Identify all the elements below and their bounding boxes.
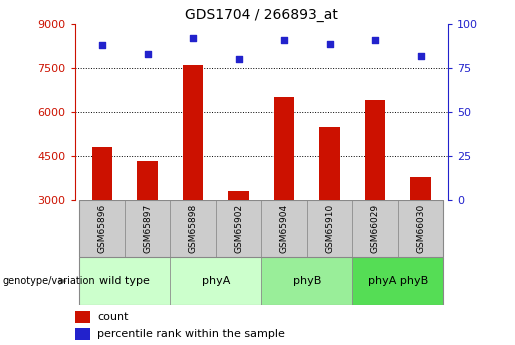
- Text: GSM65902: GSM65902: [234, 204, 243, 253]
- Bar: [75, 328, 90, 340]
- Title: GDS1704 / 266893_at: GDS1704 / 266893_at: [185, 8, 338, 22]
- Text: GSM65896: GSM65896: [97, 204, 107, 253]
- Point: [234, 57, 243, 62]
- Bar: [274, 98, 295, 200]
- Bar: [170, 257, 261, 305]
- Text: GSM65898: GSM65898: [188, 204, 198, 253]
- Bar: [307, 200, 352, 257]
- Bar: [365, 100, 385, 200]
- Text: percentile rank within the sample: percentile rank within the sample: [97, 329, 285, 339]
- Bar: [92, 147, 112, 200]
- Bar: [138, 160, 158, 200]
- Bar: [79, 257, 170, 305]
- Bar: [261, 257, 352, 305]
- Bar: [170, 200, 216, 257]
- Text: phyB: phyB: [293, 276, 321, 286]
- Text: phyA: phyA: [202, 276, 230, 286]
- Text: count: count: [97, 312, 129, 322]
- Point: [371, 37, 380, 43]
- Bar: [410, 177, 431, 200]
- Point: [143, 51, 151, 57]
- Point: [98, 42, 106, 48]
- Bar: [319, 127, 340, 200]
- Text: GSM65910: GSM65910: [325, 204, 334, 253]
- Point: [189, 36, 197, 41]
- Bar: [79, 200, 125, 257]
- Bar: [216, 200, 261, 257]
- Bar: [228, 191, 249, 200]
- Point: [280, 37, 288, 43]
- Bar: [261, 200, 307, 257]
- Text: GSM66029: GSM66029: [371, 204, 380, 253]
- Text: GSM66030: GSM66030: [416, 204, 425, 253]
- Text: wild type: wild type: [99, 276, 150, 286]
- Text: GSM65904: GSM65904: [280, 204, 288, 253]
- Bar: [352, 200, 398, 257]
- Bar: [75, 310, 90, 323]
- Text: GSM65897: GSM65897: [143, 204, 152, 253]
- Point: [325, 41, 334, 46]
- Bar: [183, 65, 203, 200]
- Text: phyA phyB: phyA phyB: [368, 276, 428, 286]
- Point: [417, 53, 425, 59]
- Bar: [398, 200, 443, 257]
- Bar: [352, 257, 443, 305]
- Text: genotype/variation: genotype/variation: [3, 276, 95, 286]
- Bar: [125, 200, 170, 257]
